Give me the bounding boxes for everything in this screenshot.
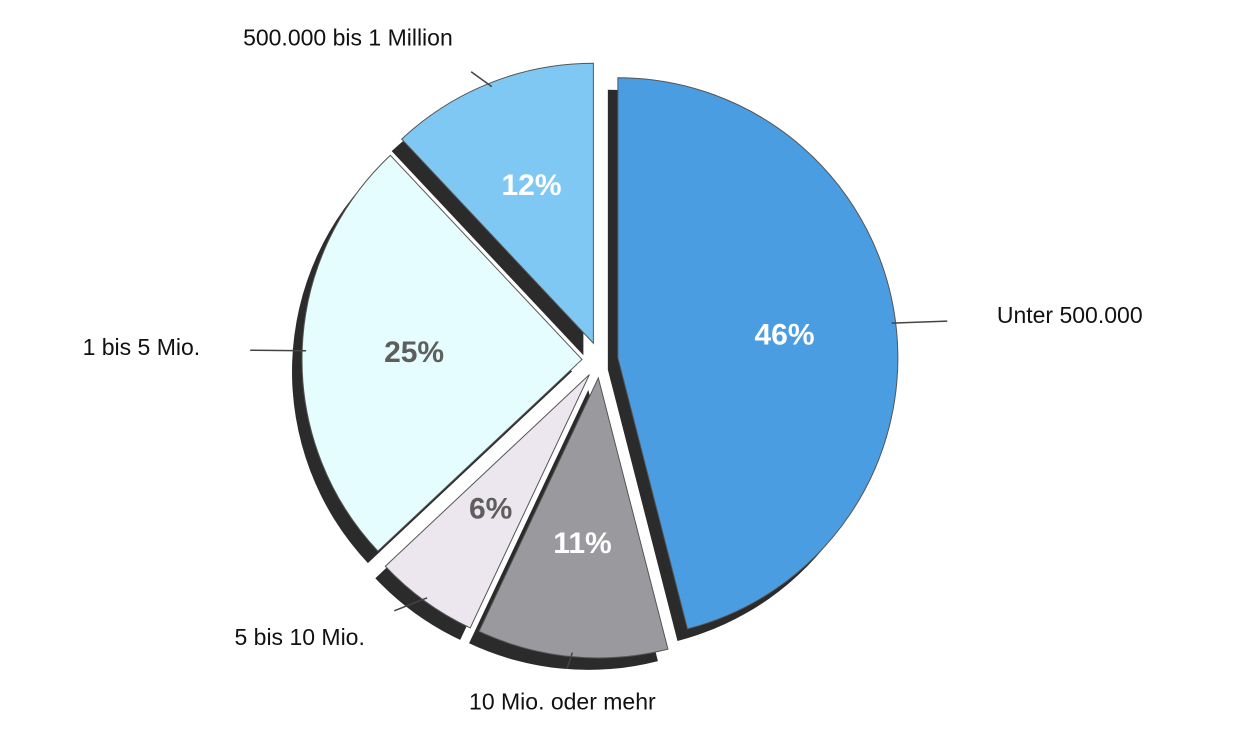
leader-line: [891, 320, 948, 324]
category-label: 500.000 bis 1 Million: [243, 24, 453, 50]
leader-line: [394, 597, 428, 612]
value-label: 12%: [502, 169, 562, 202]
leader-line: [250, 349, 307, 352]
value-label: 11%: [553, 527, 611, 560]
slice: [478, 376, 669, 659]
slice: [384, 374, 590, 629]
value-label: 6%: [469, 492, 512, 525]
value-label: 46%: [755, 319, 815, 352]
leader-line: [470, 71, 493, 88]
category-label: 5 bis 10 Mio.: [234, 624, 364, 650]
leader-line: [566, 652, 574, 669]
value-label: 25%: [384, 336, 444, 369]
slice: [400, 62, 594, 345]
category-label: 10 Mio. oder mehr: [469, 689, 656, 715]
category-label: 1 bis 5 Mio.: [83, 334, 201, 360]
category-label: Unter 500.000: [997, 302, 1143, 328]
